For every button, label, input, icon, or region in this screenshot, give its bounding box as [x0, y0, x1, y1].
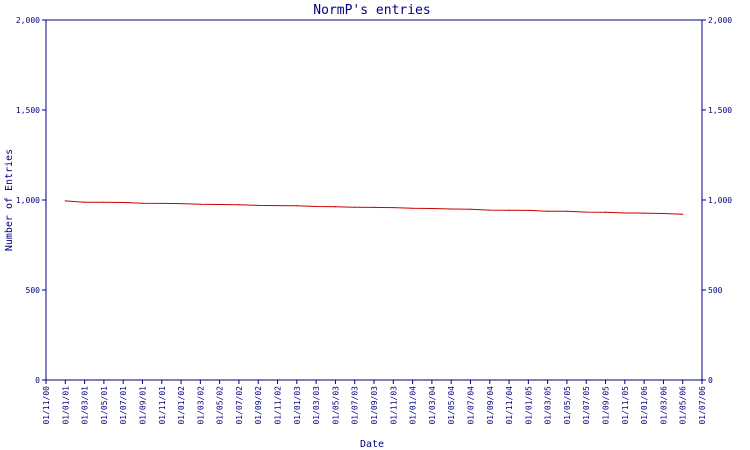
x-tick-label: 01/05/03: [331, 386, 340, 425]
y-axis-left: 0 500 1,000 1,500 2,000: [16, 16, 46, 385]
x-tick-label: 01/07/01: [119, 386, 128, 425]
y-tick-label-left: 0: [35, 376, 40, 385]
data-point: [547, 210, 549, 212]
data-point: [585, 211, 587, 213]
x-tick-label: 01/09/02: [254, 386, 263, 425]
x-tick-label: 01/07/06: [698, 386, 707, 425]
x-tick-label: 01/07/02: [235, 386, 244, 425]
data-point: [315, 205, 317, 208]
x-tick-label: 01/09/03: [370, 386, 379, 425]
y-tick-label-right: 0: [708, 376, 713, 385]
data-point: [161, 202, 163, 205]
x-tick-label: 01/03/02: [196, 386, 205, 425]
x-tick-label: 01/01/06: [640, 386, 649, 425]
data-point: [199, 203, 201, 205]
data-point: [219, 203, 221, 206]
data-point: [566, 210, 568, 212]
x-tick-label: 01/03/06: [659, 386, 668, 425]
data-point: [392, 206, 394, 209]
data-point: [643, 212, 645, 214]
y-tick-label-right: 500: [708, 286, 723, 295]
x-tick-label: 01/09/01: [138, 386, 147, 425]
x-tick-label: 01/05/02: [216, 386, 225, 425]
x-tick-label: 01/07/03: [351, 386, 360, 425]
data-point: [238, 204, 240, 206]
y-tick-label-left: 2,000: [16, 16, 40, 25]
x-tick-label: 01/01/03: [293, 386, 302, 425]
data-point: [373, 206, 375, 208]
x-tick-label: 01/03/03: [312, 386, 321, 425]
x-tick-label: 01/05/06: [679, 386, 688, 425]
x-tick-label: 01/05/05: [563, 386, 572, 425]
x-tick-label: 01/11/04: [505, 386, 514, 425]
x-tick-label: 01/09/04: [486, 386, 495, 425]
x-axis-label: Date: [360, 439, 384, 450]
data-point: [334, 206, 337, 208]
data-point: [624, 212, 626, 214]
data-point: [489, 209, 491, 211]
x-tick-label: 01/01/05: [524, 386, 533, 425]
x-tick-label: 01/01/02: [177, 386, 186, 425]
y-tick-label-left: 1,000: [16, 196, 40, 205]
data-point: [257, 204, 259, 206]
x-tick-label: 01/03/05: [544, 386, 553, 425]
x-tick-label: 01/03/04: [428, 386, 437, 425]
y-axis-label: Number of Entries: [4, 149, 15, 251]
data-point: [122, 201, 124, 204]
data-point: [411, 207, 414, 209]
x-tick-label: 01/07/05: [582, 386, 591, 425]
y-tick-label-left: 500: [26, 286, 41, 295]
x-tick-label: 01/05/04: [447, 386, 456, 425]
data-point: [103, 201, 105, 203]
data-point: [431, 207, 433, 210]
x-tick-label: 01/01/01: [61, 386, 70, 425]
data-point: [604, 211, 607, 213]
x-tick-label: 01/09/05: [602, 386, 611, 425]
data-point: [450, 208, 452, 210]
data-point: [469, 208, 472, 210]
y-axis-right: 0 500 1,000 1,500 2,000: [702, 16, 732, 385]
data-point: [354, 206, 356, 208]
data-point: [64, 200, 66, 202]
y-tick-label-right: 2,000: [708, 16, 732, 25]
x-tick-label: 01/11/05: [621, 386, 630, 425]
x-tick-label: 01/05/01: [100, 386, 109, 425]
data-point: [276, 204, 279, 207]
data-point: [83, 201, 86, 203]
x-tick-label: 01/01/04: [409, 386, 418, 425]
x-tick-label: 01/11/00: [42, 386, 51, 425]
data-point: [141, 202, 144, 204]
x-tick-label: 01/11/02: [274, 386, 283, 425]
chart-title: NormP's entries: [313, 3, 430, 18]
data-point: [527, 209, 529, 212]
data-point: [662, 212, 665, 215]
x-tick-label: 01/11/03: [389, 386, 398, 425]
data-point: [180, 203, 182, 205]
x-tick-label: 01/07/04: [466, 386, 475, 425]
x-tick-label: 01/11/01: [158, 386, 167, 425]
plot-area: [45, 19, 703, 381]
series-group: [64, 200, 684, 215]
x-tick-label: 01/03/01: [81, 386, 90, 425]
y-tick-label-right: 1,000: [708, 196, 732, 205]
data-point: [296, 205, 298, 207]
data-point: [682, 213, 684, 215]
x-axis: 01/11/00 01/01/01 01/03/01 01/05/01 01/07/01…: [42, 380, 707, 425]
data-point: [508, 209, 510, 211]
y-tick-label-left: 1,500: [16, 106, 40, 115]
y-tick-label-right: 1,500: [708, 106, 732, 115]
